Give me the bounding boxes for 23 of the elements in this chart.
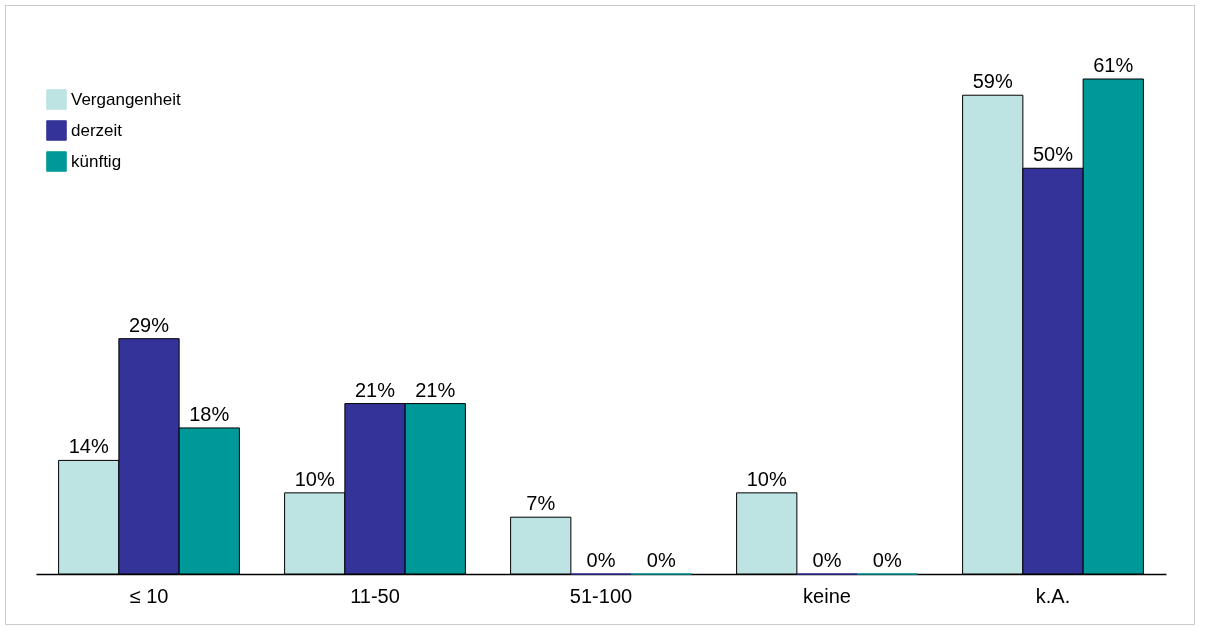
data-label: 59%	[972, 70, 1013, 93]
data-label: 0%	[812, 549, 842, 571]
data-label: 21%	[354, 378, 396, 401]
x-tick-label: 11-50	[350, 584, 400, 607]
data-label: 18%	[189, 402, 230, 425]
data-label: 29%	[128, 313, 170, 336]
data-label: 0%	[872, 549, 902, 571]
legend-label: derzeit	[71, 120, 123, 140]
data-label: 0%	[586, 549, 616, 571]
x-tick-label: ≤ 10	[129, 584, 169, 607]
data-label: 61%	[1093, 54, 1134, 76]
legend-label: künftig	[71, 151, 122, 171]
data-label: 10%	[294, 467, 335, 490]
data-label: 21%	[415, 378, 456, 401]
data-label: 7%	[526, 492, 556, 515]
x-tick-label: 51-100	[569, 584, 633, 607]
x-tick-label: keine	[803, 584, 851, 607]
legend-label: Vergangenheit	[71, 89, 181, 109]
data-label: 0%	[646, 549, 676, 571]
data-label: 14%	[68, 435, 109, 458]
data-label: 10%	[746, 467, 787, 490]
x-tick-label: k.A.	[1035, 584, 1071, 607]
data-label: 50%	[1032, 143, 1074, 166]
